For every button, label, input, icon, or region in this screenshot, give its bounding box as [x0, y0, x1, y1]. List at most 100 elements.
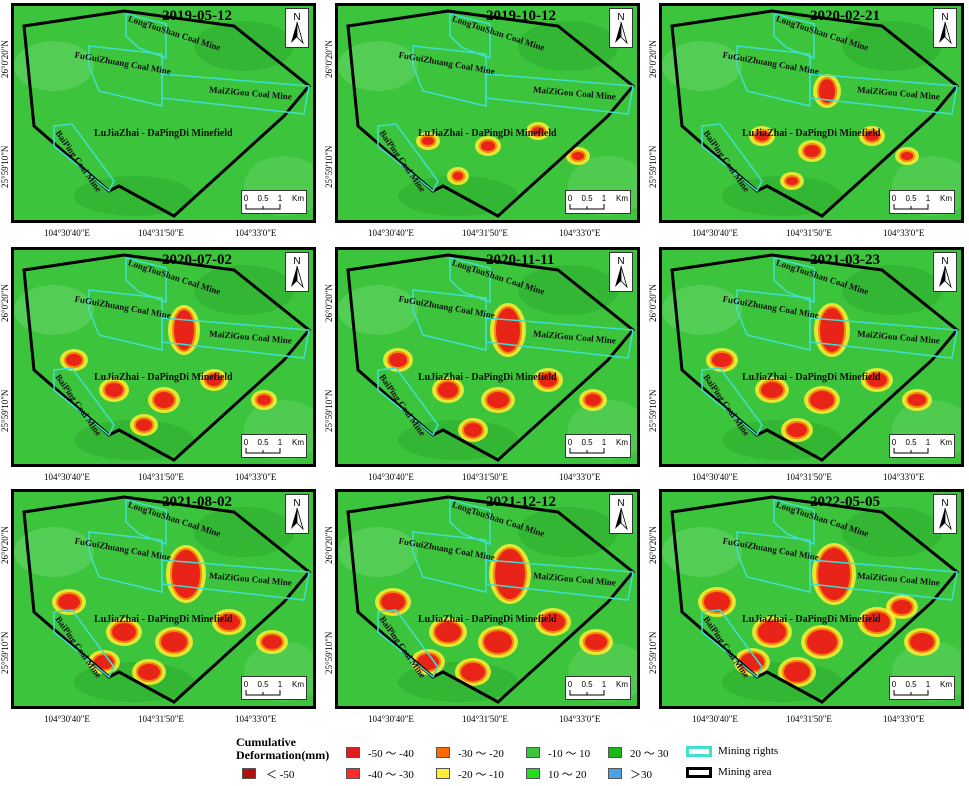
north-arrow: N: [285, 494, 309, 534]
scale-tick-half: 0.5: [581, 438, 593, 447]
legend-label-40-30: -40 ～ -30: [368, 769, 414, 781]
axis-label-x1: 104°30'40"E: [692, 472, 738, 482]
scale-bar-icon: 0 0.5 1 Km: [568, 194, 628, 210]
panel-date: 2020-11-11: [486, 252, 555, 268]
north-arrow-icon: N: [615, 256, 628, 289]
north-arrow-icon: N: [615, 12, 628, 45]
scale-tick-half: 0.5: [581, 680, 593, 689]
north-arrow-icon: N: [939, 12, 952, 45]
scale-unit: Km: [616, 680, 628, 689]
scale-tick-0: 0: [568, 680, 573, 689]
axis-label-x3: 104°33'0"E: [883, 472, 925, 482]
scale-unit: Km: [292, 194, 304, 203]
north-arrow-icon: N: [615, 498, 628, 531]
axis-label-y2: 25°59'10"N: [0, 389, 10, 432]
axis-label-y2: 25°59'10"N: [0, 145, 10, 188]
axis-label-y2: 25°59'10"N: [648, 389, 658, 432]
north-arrow-icon: N: [291, 12, 304, 45]
scale-tick-1: 1: [278, 194, 283, 203]
deformation-map: [338, 492, 637, 706]
legend-swatch-20-10: [436, 768, 450, 779]
axis-label-y1: 26°0'20"N: [648, 526, 658, 564]
axis-label-y1: 26°0'20"N: [0, 526, 10, 564]
legend-swatch-gt30: [608, 768, 622, 779]
north-arrow-icon: N: [291, 256, 304, 289]
north-letter: N: [617, 498, 624, 509]
legend-label-gt30: ＞30: [630, 769, 652, 781]
scale-tick-half: 0.5: [581, 194, 593, 203]
map-panel: 2020-02-21 LongTouShan Coal Mine FuGuiZh…: [659, 3, 964, 223]
map-panel: 2019-05-12 LongTouShan Coal Mine FuGuiZh…: [11, 3, 316, 223]
legend-label-lt-50: ＜ -50: [266, 769, 295, 781]
north-arrow: N: [933, 252, 957, 292]
axis-label-x3: 104°33'0"E: [559, 714, 601, 724]
axis-label-x2: 104°31'50"E: [138, 714, 184, 724]
axis-label-x1: 104°30'40"E: [44, 472, 90, 482]
legend-label-20-10: -20 ～ -10: [458, 769, 504, 781]
axis-label-x3: 104°33'0"E: [559, 228, 601, 238]
axis-label-y1: 26°0'20"N: [0, 284, 10, 322]
legend-label-30-20: -30 ～ -20: [458, 748, 504, 760]
legend-label-mining-rights: Mining rights: [718, 745, 779, 757]
scale-tick-1: 1: [602, 194, 607, 203]
scale-bar: 0 0.5 1 Km: [889, 676, 955, 700]
scale-bar-icon: 0 0.5 1 Km: [892, 438, 952, 454]
panel-date: 2021-12-12: [486, 494, 556, 510]
north-letter: N: [293, 498, 300, 509]
legend-swatch-mining-area: [686, 767, 712, 778]
axis-label-y2: 25°59'10"N: [0, 631, 10, 674]
axis-label-y2: 25°59'10"N: [648, 631, 658, 674]
axis-label-y1: 26°0'20"N: [324, 284, 334, 322]
legend-title: Cumulative Deformation(mm): [236, 735, 330, 762]
axis-label-x3: 104°33'0"E: [235, 228, 277, 238]
axis-label-x2: 104°31'50"E: [462, 228, 508, 238]
deformation-map: [14, 250, 313, 464]
north-letter: N: [293, 12, 300, 23]
legend-label-10-20: 10 ～ 20: [548, 769, 587, 781]
axis-label-x1: 104°30'40"E: [692, 228, 738, 238]
north-arrow: N: [285, 252, 309, 292]
axis-label-x2: 104°31'50"E: [786, 714, 832, 724]
label-minefield: LuJiaZhai - DaPingDi Minefield: [94, 614, 233, 625]
scale-tick-0: 0: [568, 194, 573, 203]
scale-tick-1: 1: [602, 680, 607, 689]
scale-tick-0: 0: [892, 680, 897, 689]
axis-label-x3: 104°33'0"E: [883, 228, 925, 238]
legend-label-mining-area: Mining area: [718, 766, 772, 778]
north-arrow-icon: N: [939, 256, 952, 289]
scale-unit: Km: [616, 438, 628, 447]
deformation-map: [338, 6, 637, 220]
panel-date: 2020-02-21: [810, 8, 880, 24]
axis-label-y1: 26°0'20"N: [324, 526, 334, 564]
axis-label-x3: 104°33'0"E: [559, 472, 601, 482]
scale-tick-0: 0: [244, 680, 249, 689]
scale-tick-1: 1: [926, 680, 931, 689]
scale-bar-icon: 0 0.5 1 Km: [892, 194, 952, 210]
axis-label-x3: 104°33'0"E: [883, 714, 925, 724]
map-panel: 2020-11-11 LongTouShan Coal Mine FuGuiZh…: [335, 247, 640, 467]
label-minefield: LuJiaZhai - DaPingDi Minefield: [94, 372, 233, 383]
axis-label-y2: 25°59'10"N: [324, 631, 334, 674]
deformation-map: [662, 250, 961, 464]
axis-label-x2: 104°31'50"E: [786, 228, 832, 238]
scale-bar: 0 0.5 1 Km: [241, 676, 307, 700]
legend-swatch-lt-50: [242, 768, 256, 779]
axis-label-x2: 104°31'50"E: [462, 714, 508, 724]
panel-date: 2021-08-02: [162, 494, 232, 510]
north-arrow-icon: N: [939, 498, 952, 531]
scale-tick-1: 1: [278, 438, 283, 447]
north-letter: N: [293, 256, 300, 267]
panel-date: 2019-05-12: [162, 8, 232, 24]
legend-swatch-20-30: [608, 747, 622, 758]
legend-swatch-10-10: [526, 747, 540, 758]
legend-label-10-10: -10 ～ 10: [548, 748, 591, 760]
north-letter: N: [617, 256, 624, 267]
legend-label-50-40: -50 ～ -40: [368, 748, 414, 760]
axis-label-y1: 26°0'20"N: [0, 40, 10, 78]
scale-tick-0: 0: [244, 194, 249, 203]
deformation-map: [662, 492, 961, 706]
deformation-map: [662, 6, 961, 220]
legend-swatch-mining-rights: [686, 746, 712, 757]
scale-bar: 0 0.5 1 Km: [241, 190, 307, 214]
axis-label-x1: 104°30'40"E: [692, 714, 738, 724]
